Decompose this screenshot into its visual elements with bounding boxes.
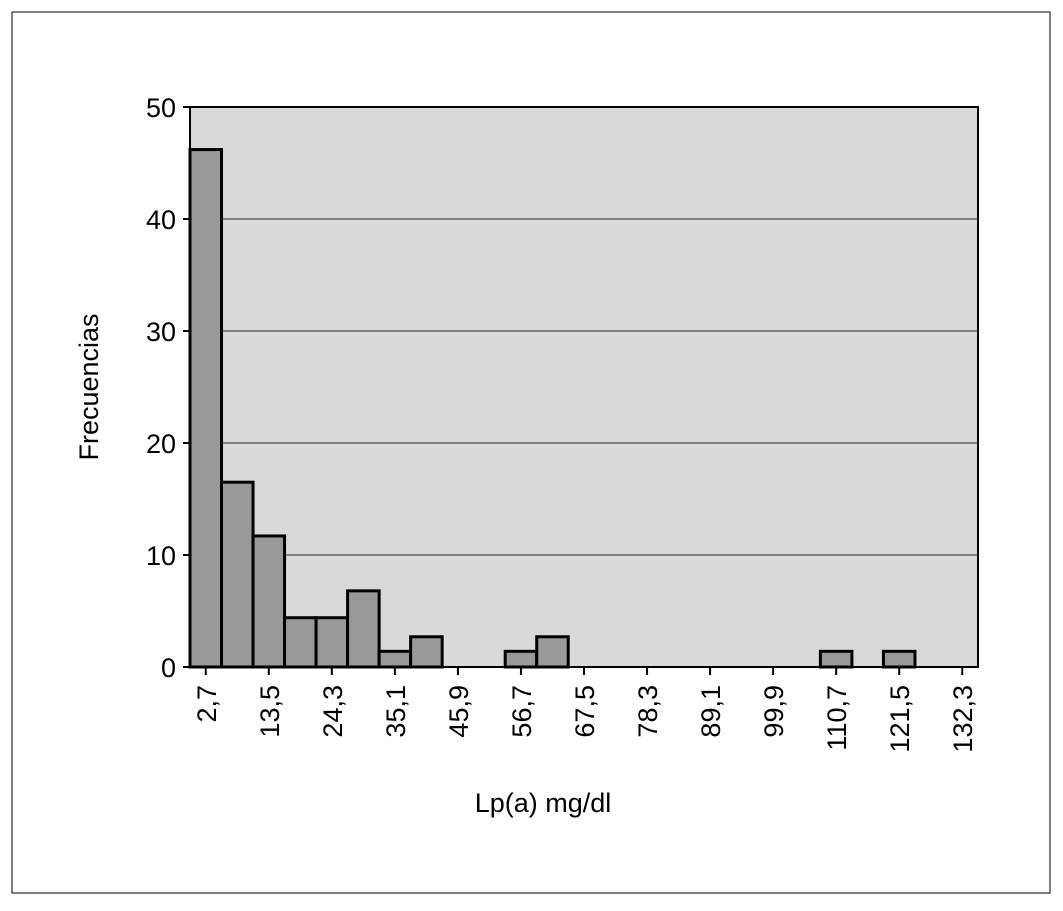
bar bbox=[818, 649, 854, 669]
x-tick-label: 13,5 bbox=[255, 685, 285, 738]
x-tick-label: 132,3 bbox=[948, 685, 978, 753]
x-tick-label: 99,9 bbox=[759, 685, 789, 738]
bar bbox=[251, 534, 287, 669]
plot-area bbox=[190, 107, 978, 667]
x-tick-label: 56,7 bbox=[507, 685, 537, 738]
bar bbox=[409, 635, 444, 669]
bar bbox=[535, 635, 570, 669]
bar bbox=[188, 148, 224, 669]
bar bbox=[283, 616, 318, 669]
bar bbox=[346, 589, 381, 669]
y-tick-label: 20 bbox=[146, 429, 176, 459]
bar bbox=[220, 480, 255, 669]
x-tick-label: 24,3 bbox=[318, 685, 348, 738]
bar bbox=[314, 616, 350, 669]
x-tick-label: 121,5 bbox=[885, 685, 915, 753]
y-tick-label: 30 bbox=[146, 317, 176, 347]
y-tick-label: 0 bbox=[161, 653, 176, 683]
x-axis-title: Lp(a) mg/dl bbox=[475, 788, 612, 818]
x-tick-label: 110,7 bbox=[822, 685, 852, 751]
bar bbox=[377, 649, 413, 669]
bar bbox=[881, 649, 917, 669]
x-tick-label: 67,5 bbox=[570, 685, 600, 738]
y-tick-label: 10 bbox=[146, 541, 176, 571]
x-tick-label: 89,1 bbox=[696, 685, 726, 738]
y-axis-title: Frecuencias bbox=[74, 313, 104, 460]
x-tick-label: 35,1 bbox=[381, 685, 411, 738]
x-tick-label: 2,7 bbox=[192, 685, 222, 723]
x-tick-label: 45,9 bbox=[444, 685, 474, 738]
x-tick-label: 78,3 bbox=[633, 685, 663, 738]
y-tick-label: 40 bbox=[146, 205, 176, 235]
y-tick-label: 50 bbox=[146, 93, 176, 123]
bar bbox=[503, 649, 539, 669]
